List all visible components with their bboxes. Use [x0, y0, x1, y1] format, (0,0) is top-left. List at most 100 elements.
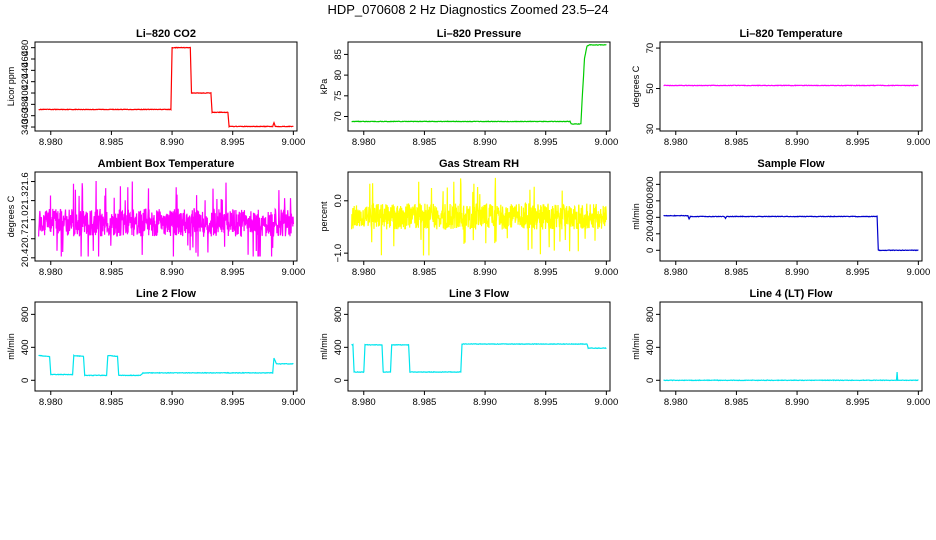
y-tick-label: 20.4: [20, 249, 31, 268]
x-tick-label: 8.985: [100, 267, 124, 278]
y-axis-label: ml/min: [319, 333, 329, 360]
series-line: [663, 214, 919, 252]
x-tick-label: 8.980: [39, 267, 63, 278]
x-tick-label: 8.985: [100, 137, 124, 148]
x-tick-label: 8.980: [664, 397, 688, 408]
x-tick-label: 8.995: [221, 397, 245, 408]
panel-title: Line 3 Flow: [449, 288, 509, 300]
y-tick-label: 80: [333, 70, 344, 81]
series-line: [663, 371, 919, 382]
plot-frame: [34, 41, 298, 132]
plot-frame: [34, 301, 298, 392]
x-tick-label: 8.980: [352, 137, 376, 148]
y-tick-label: 440: [20, 62, 31, 78]
x-tick-label: 9.000: [281, 397, 305, 408]
x-tick-label: 9.000: [906, 397, 930, 408]
y-tick-label: 70: [645, 43, 656, 54]
y-tick-label: 50: [645, 83, 656, 94]
x-tick-label: 8.985: [725, 137, 749, 148]
panel-2: Li–820 Pressure 8.980 8.985 8.990 8.995 9.000…: [319, 28, 618, 148]
x-tick-label: 8.990: [473, 267, 497, 278]
y-tick-label: 400: [20, 339, 31, 355]
x-tick-label: 8.980: [352, 267, 376, 278]
x-tick-label: 9.000: [906, 137, 930, 148]
y-tick-label: 360: [20, 108, 31, 124]
panel-title: Li–820 Temperature: [739, 28, 842, 40]
x-tick-label: 8.990: [473, 397, 497, 408]
y-axis-label: degrees C: [6, 195, 16, 237]
panel-title: Ambient Box Temperature: [98, 158, 235, 170]
panel-3: Li–820 Temperature 8.980 8.985 8.990 8.995 9.…: [631, 28, 930, 148]
panel-8: Line 3 Flow 8.980 8.985 8.990 8.995 9.000 0 400…: [319, 288, 618, 408]
y-tick-label: 30: [645, 124, 656, 135]
y-tick-label: 20.7: [20, 230, 31, 249]
x-tick-label: 8.985: [725, 267, 749, 278]
x-tick-label: 8.990: [473, 137, 497, 148]
panel-title: Li–820 Pressure: [437, 28, 521, 40]
y-tick-label: 400: [20, 85, 31, 101]
x-tick-label: 8.980: [664, 137, 688, 148]
y-tick-label: 0.0: [333, 194, 344, 207]
y-tick-label: 200: [645, 226, 656, 242]
x-tick-label: 8.990: [785, 137, 809, 148]
panel-title: Sample Flow: [757, 158, 825, 170]
y-tick-label: 0: [645, 378, 656, 383]
y-tick-label: 70: [333, 111, 344, 122]
y-axis-label: degrees C: [631, 65, 641, 107]
y-tick-label: 480: [20, 40, 31, 56]
y-axis-label: kPa: [319, 79, 329, 95]
y-tick-label: 340: [20, 119, 31, 135]
y-axis-label: ml/min: [631, 203, 641, 230]
x-tick-label: 8.990: [785, 397, 809, 408]
y-tick-label: 400: [333, 339, 344, 355]
y-axis-label: Licor ppm: [6, 67, 16, 107]
x-tick-label: 8.995: [534, 397, 558, 408]
y-axis-label: percent: [319, 201, 329, 232]
x-tick-label: 8.990: [785, 267, 809, 278]
panel-title: Gas Stream RH: [439, 158, 519, 170]
series-line: [351, 342, 607, 374]
series-line: [351, 177, 607, 256]
x-tick-label: 8.995: [846, 137, 870, 148]
panel-title: Line 2 Flow: [136, 288, 196, 300]
y-tick-label: 400: [645, 339, 656, 355]
y-axis-label: ml/min: [6, 333, 16, 360]
y-tick-label: 0: [20, 378, 31, 383]
panel-title: Line 4 (LT) Flow: [750, 288, 833, 300]
x-tick-label: 8.985: [413, 137, 437, 148]
panel-6: Sample Flow 8.980 8.985 8.990 8.995 9.000 0 200…: [631, 158, 930, 278]
y-tick-label: 600: [645, 193, 656, 209]
y-tick-label: 0: [333, 378, 344, 383]
y-tick-label: 400: [645, 209, 656, 225]
x-tick-label: 8.985: [413, 267, 437, 278]
y-tick-label: 800: [333, 306, 344, 322]
y-tick-label: 21.0: [20, 210, 31, 229]
y-tick-label: −1.0: [333, 244, 344, 263]
series-line: [351, 43, 607, 125]
y-tick-label: 800: [645, 306, 656, 322]
y-tick-label: 21.3: [20, 191, 31, 210]
panel-5: Gas Stream RH 8.980 8.985 8.990 8.995 9.000 −1…: [319, 158, 618, 278]
y-tick-label: 460: [20, 51, 31, 67]
series-line: [38, 354, 294, 377]
x-tick-label: 8.995: [221, 137, 245, 148]
x-tick-label: 8.995: [221, 267, 245, 278]
x-tick-label: 8.990: [160, 137, 184, 148]
panel-1: Li–820 CO2 8.980 8.985 8.990 8.995 9.000 34036…: [6, 28, 305, 148]
y-axis-label: ml/min: [631, 333, 641, 360]
panel-title: Li–820 CO2: [136, 28, 196, 40]
series-line: [38, 180, 294, 257]
x-tick-label: 8.990: [160, 397, 184, 408]
x-tick-label: 8.980: [39, 397, 63, 408]
x-tick-label: 8.995: [534, 137, 558, 148]
x-tick-label: 8.985: [413, 397, 437, 408]
x-tick-label: 9.000: [281, 267, 305, 278]
y-tick-label: 21.6: [20, 172, 31, 191]
series-line: [38, 46, 294, 129]
plot-frame: [347, 301, 611, 392]
figure-title: HDP_070608 2 Hz Diagnostics Zoomed 23.5–…: [327, 2, 609, 17]
x-tick-label: 8.980: [352, 397, 376, 408]
series-line: [663, 84, 919, 87]
y-tick-label: 380: [20, 96, 31, 112]
